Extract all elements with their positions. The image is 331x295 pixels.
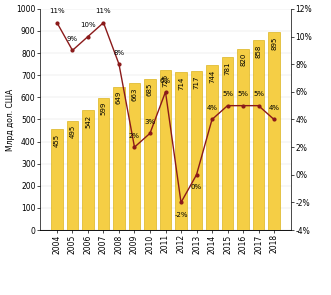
Text: 725: 725: [163, 74, 168, 87]
Bar: [253, 40, 264, 230]
Text: 3%: 3%: [144, 119, 156, 125]
Text: 455: 455: [54, 134, 60, 147]
Text: 2%: 2%: [129, 133, 140, 139]
Text: 0%: 0%: [191, 184, 202, 191]
Bar: [160, 70, 171, 230]
Text: 11%: 11%: [49, 8, 65, 14]
Text: 781: 781: [224, 62, 230, 75]
Text: 11%: 11%: [96, 8, 111, 14]
Bar: [98, 98, 109, 230]
Bar: [206, 65, 218, 230]
Text: 744: 744: [209, 70, 215, 83]
Bar: [222, 57, 233, 230]
Text: 5%: 5%: [253, 91, 264, 97]
Bar: [144, 78, 156, 230]
Text: 685: 685: [147, 83, 153, 96]
Text: 895: 895: [271, 37, 277, 50]
Text: 717: 717: [194, 76, 200, 89]
Text: 820: 820: [240, 53, 246, 66]
Text: 6%: 6%: [160, 78, 171, 83]
Bar: [67, 121, 78, 230]
Bar: [82, 110, 94, 230]
Text: 663: 663: [131, 88, 137, 101]
Text: 5%: 5%: [222, 91, 233, 97]
Bar: [113, 86, 125, 230]
Text: 4%: 4%: [207, 105, 217, 111]
Text: 5%: 5%: [238, 91, 249, 97]
Text: 8%: 8%: [114, 50, 124, 56]
Text: 9%: 9%: [67, 36, 78, 42]
Bar: [237, 49, 249, 230]
Bar: [129, 83, 140, 230]
Y-axis label: Млрд дол. США: Млрд дол. США: [6, 88, 15, 151]
Text: 599: 599: [101, 102, 107, 115]
Text: 858: 858: [256, 45, 261, 58]
Text: 495: 495: [70, 125, 75, 138]
Bar: [51, 130, 63, 230]
Bar: [191, 71, 202, 230]
Text: 649: 649: [116, 91, 122, 104]
Text: -2%: -2%: [174, 212, 188, 218]
Text: 714: 714: [178, 77, 184, 90]
Text: 542: 542: [85, 115, 91, 128]
Text: 10%: 10%: [80, 22, 96, 28]
Bar: [175, 72, 187, 230]
Text: 4%: 4%: [268, 105, 280, 111]
Bar: [268, 32, 280, 230]
